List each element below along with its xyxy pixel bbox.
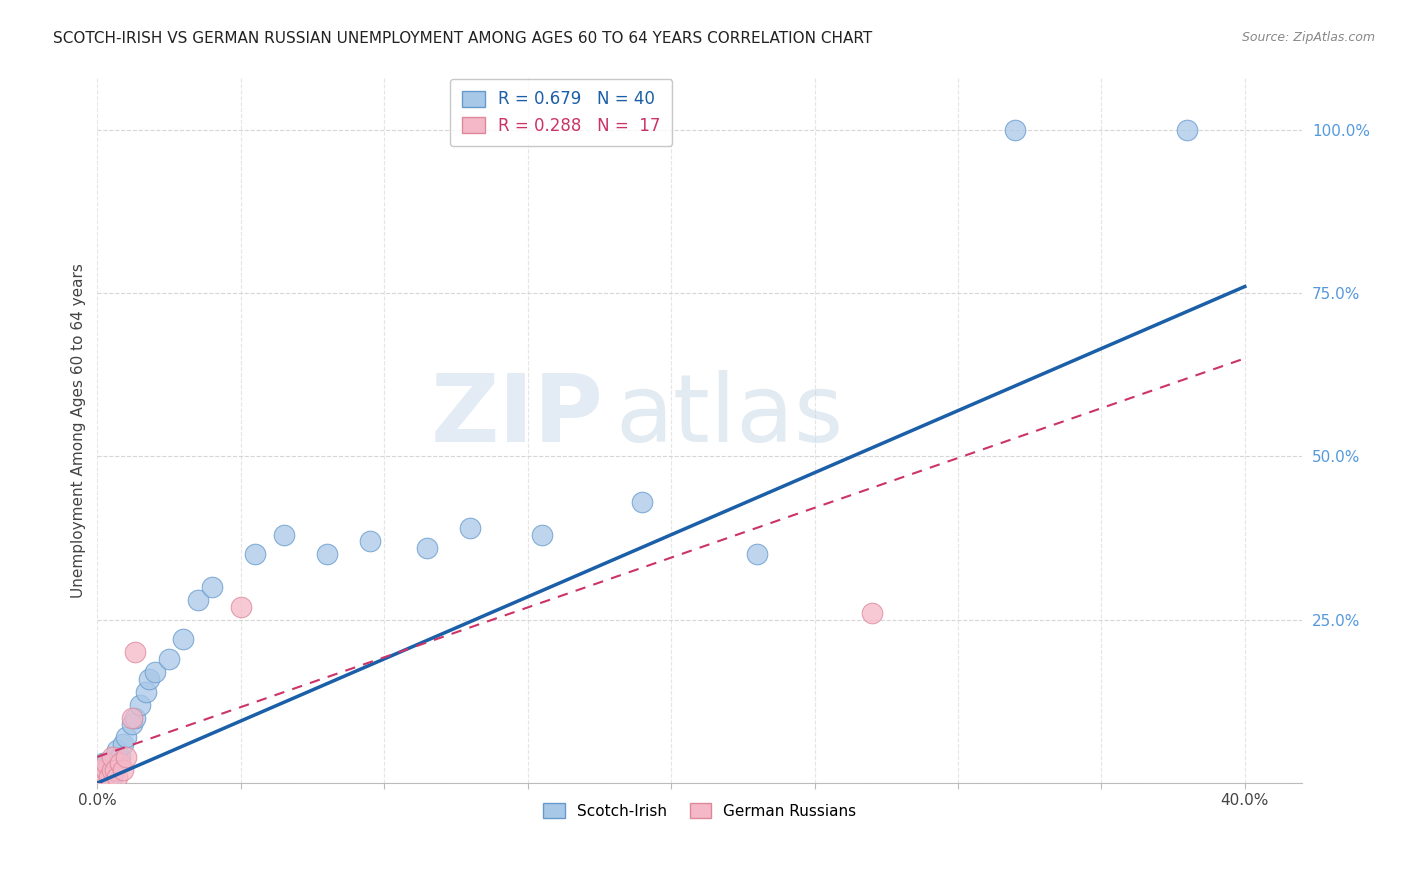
- Point: [124, 711, 146, 725]
- Point: [103, 750, 125, 764]
- Point: [458, 521, 481, 535]
- Point: [91, 770, 114, 784]
- Point: [530, 528, 553, 542]
- Point: [112, 737, 135, 751]
- Point: [103, 763, 125, 777]
- Point: [112, 763, 135, 777]
- Point: [121, 711, 143, 725]
- Point: [97, 763, 120, 777]
- Point: [89, 763, 111, 777]
- Point: [1177, 122, 1199, 136]
- Point: [273, 528, 295, 542]
- Point: [94, 756, 117, 771]
- Point: [94, 763, 117, 777]
- Point: [115, 750, 138, 764]
- Text: ZIP: ZIP: [430, 370, 603, 462]
- Text: Source: ZipAtlas.com: Source: ZipAtlas.com: [1241, 31, 1375, 45]
- Point: [91, 770, 114, 784]
- Point: [143, 665, 166, 679]
- Point: [107, 756, 129, 771]
- Point: [121, 717, 143, 731]
- Point: [89, 763, 111, 777]
- Point: [97, 770, 120, 784]
- Text: SCOTCH-IRISH VS GERMAN RUSSIAN UNEMPLOYMENT AMONG AGES 60 TO 64 YEARS CORRELATIO: SCOTCH-IRISH VS GERMAN RUSSIAN UNEMPLOYM…: [53, 31, 873, 46]
- Y-axis label: Unemployment Among Ages 60 to 64 years: Unemployment Among Ages 60 to 64 years: [72, 263, 86, 598]
- Point: [201, 580, 224, 594]
- Legend: Scotch-Irish, German Russians: Scotch-Irish, German Russians: [537, 797, 862, 825]
- Point: [100, 763, 122, 777]
- Point: [115, 731, 138, 745]
- Point: [135, 684, 157, 698]
- Point: [94, 770, 117, 784]
- Point: [157, 652, 180, 666]
- Point: [107, 743, 129, 757]
- Point: [97, 756, 120, 771]
- Point: [100, 770, 122, 784]
- Point: [89, 770, 111, 784]
- Point: [91, 756, 114, 771]
- Point: [243, 547, 266, 561]
- Point: [100, 756, 122, 771]
- Point: [860, 606, 883, 620]
- Point: [359, 534, 381, 549]
- Point: [138, 672, 160, 686]
- Point: [94, 756, 117, 771]
- Point: [91, 763, 114, 777]
- Point: [416, 541, 439, 555]
- Point: [124, 645, 146, 659]
- Point: [1004, 122, 1026, 136]
- Point: [100, 750, 122, 764]
- Point: [107, 770, 129, 784]
- Point: [89, 770, 111, 784]
- Point: [94, 763, 117, 777]
- Point: [129, 698, 152, 712]
- Point: [100, 763, 122, 777]
- Point: [187, 593, 209, 607]
- Point: [110, 750, 132, 764]
- Point: [172, 632, 194, 647]
- Point: [747, 547, 769, 561]
- Point: [229, 599, 252, 614]
- Point: [631, 495, 654, 509]
- Point: [110, 756, 132, 771]
- Text: atlas: atlas: [616, 370, 844, 462]
- Point: [315, 547, 337, 561]
